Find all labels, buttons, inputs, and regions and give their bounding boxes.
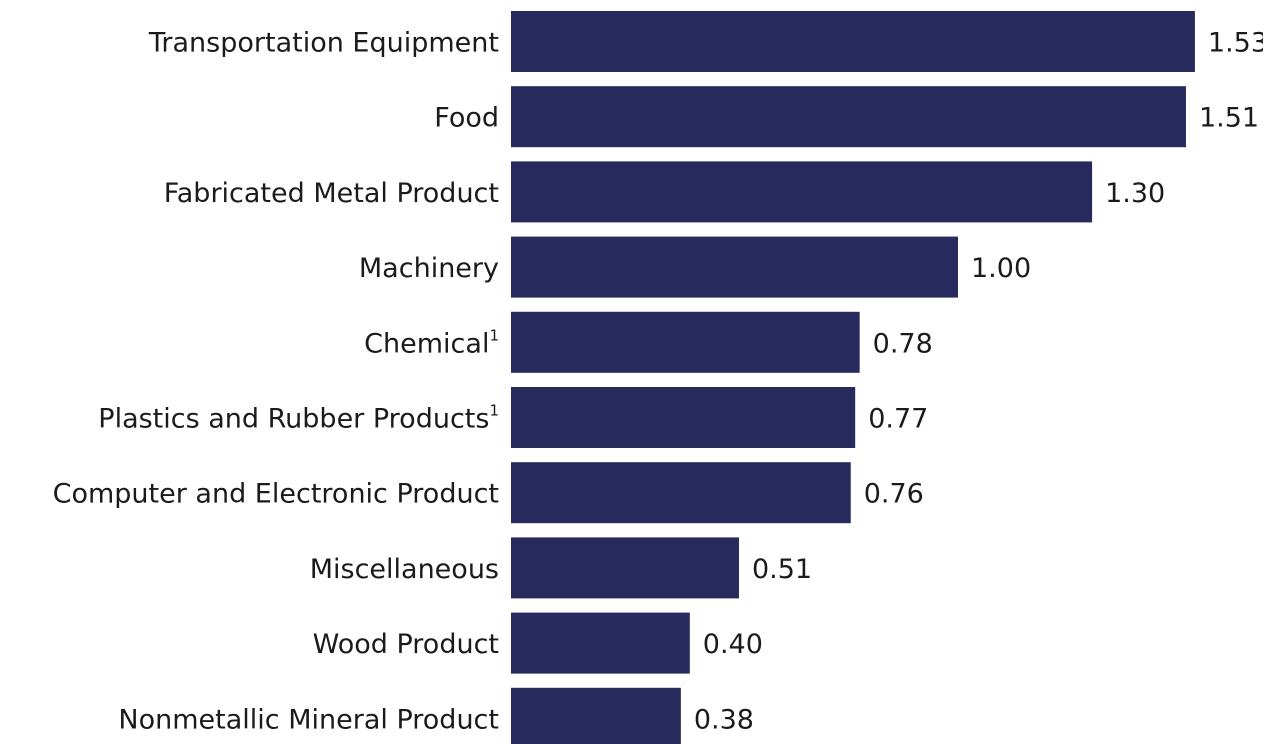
category-label: Computer and Electronic Product [53, 479, 499, 510]
category-label: Machinery [359, 253, 499, 284]
bar [511, 687, 681, 744]
value-label: 1.51 [1199, 103, 1259, 134]
bar [511, 311, 860, 373]
bar [511, 462, 851, 524]
category-label: Fabricated Metal Product [164, 178, 499, 209]
category-label: Food [434, 103, 499, 134]
value-label: 1.53 [1208, 28, 1263, 59]
value-label: 0.77 [868, 404, 928, 435]
bar [511, 11, 1195, 72]
category-label: Wood Product [313, 629, 499, 660]
footnote-mark: 1 [489, 326, 499, 344]
category-label: Chemical1 [364, 326, 499, 359]
bars [511, 11, 1195, 744]
category-label: Miscellaneous [310, 554, 499, 585]
category-label: Transportation Equipment [148, 28, 499, 59]
bar [511, 161, 1093, 223]
value-label: 1.00 [971, 253, 1031, 284]
value-label: 0.76 [864, 479, 924, 510]
value-label: 0.78 [873, 328, 933, 359]
value-labels: 1.53 1.51 1.30 1.00 0.78 0.77 0.76 0.51 0.40 0.38 [694, 28, 1263, 736]
value-label: 0.51 [752, 554, 812, 585]
bar [511, 387, 856, 448]
value-label: 0.40 [703, 629, 763, 660]
bar [511, 612, 690, 674]
value-label: 1.30 [1105, 178, 1165, 209]
footnote-mark: 1 [489, 402, 499, 420]
category-label: Plastics and Rubber Products1 [98, 402, 499, 435]
bar [511, 86, 1186, 148]
bar [511, 537, 739, 599]
value-label: 0.38 [694, 704, 754, 735]
bar [511, 236, 958, 298]
category-label: Nonmetallic Mineral Product [118, 704, 499, 735]
category-labels: Transportation Equipment Food Fabricated M… [53, 28, 499, 736]
